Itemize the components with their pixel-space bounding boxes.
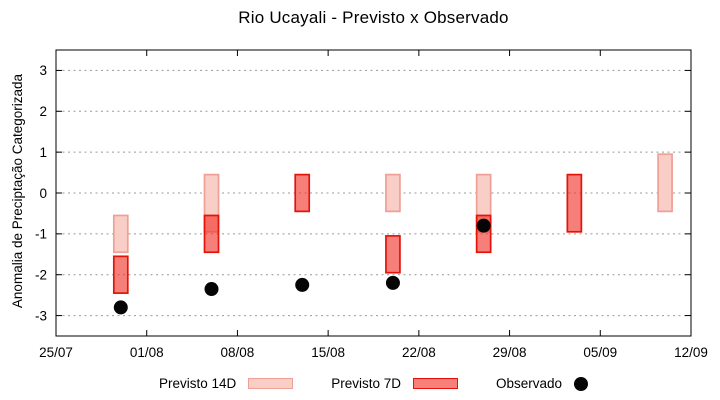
observado-point (204, 282, 219, 297)
legend-marker-observado-icon (574, 376, 589, 391)
previsto-14d-bar (112, 214, 129, 254)
legend-label-previsto-14d: Previsto 14D (158, 376, 237, 391)
previsto-14d-bar (385, 173, 401, 213)
observado-point (113, 300, 128, 315)
legend-item-previsto-7d: Previsto 7D (331, 376, 459, 391)
y-tick-label: 1 (39, 145, 47, 160)
legend: Previsto 14D Previsto 7D Observado (56, 376, 691, 391)
y-tick-label: -1 (35, 227, 47, 242)
x-tick-label: 08/08 (221, 345, 255, 360)
y-tick-label: -2 (35, 268, 47, 283)
previsto-7d-bar (203, 214, 220, 254)
legend-swatch-previsto-14d-icon (248, 378, 294, 389)
x-tick-label: 22/08 (402, 345, 436, 360)
legend-swatch-previsto-7d-icon (413, 378, 459, 389)
x-tick-label: 05/09 (583, 345, 617, 360)
previsto-7d-bar (566, 173, 583, 233)
chart-title: Rio Ucayali - Previsto x Observado (238, 8, 509, 27)
observado-point (295, 277, 310, 292)
y-tick-label: -3 (35, 308, 47, 323)
y-tick-label: 3 (39, 63, 47, 78)
x-tick-label: 01/08 (130, 345, 164, 360)
y-tick-label: 0 (39, 186, 47, 201)
legend-item-previsto-14d: Previsto 14D (158, 376, 294, 391)
observado-point (385, 275, 400, 290)
x-tick-label: 12/09 (674, 345, 708, 360)
observado-point (476, 218, 491, 233)
legend-item-observado: Observado (496, 376, 589, 391)
x-tick-label: 29/08 (493, 345, 527, 360)
previsto-7d-bar (112, 255, 129, 294)
y-tick-label: 2 (39, 104, 47, 119)
legend-label-previsto-7d: Previsto 7D (331, 376, 402, 391)
x-tick-label: 25/07 (39, 345, 73, 360)
previsto-7d-bar (385, 235, 401, 274)
x-tick-label: 15/08 (311, 345, 345, 360)
legend-label-observado: Observado (496, 376, 563, 391)
previsto-14d-bar (657, 153, 673, 213)
previsto-7d-bar (294, 173, 311, 213)
